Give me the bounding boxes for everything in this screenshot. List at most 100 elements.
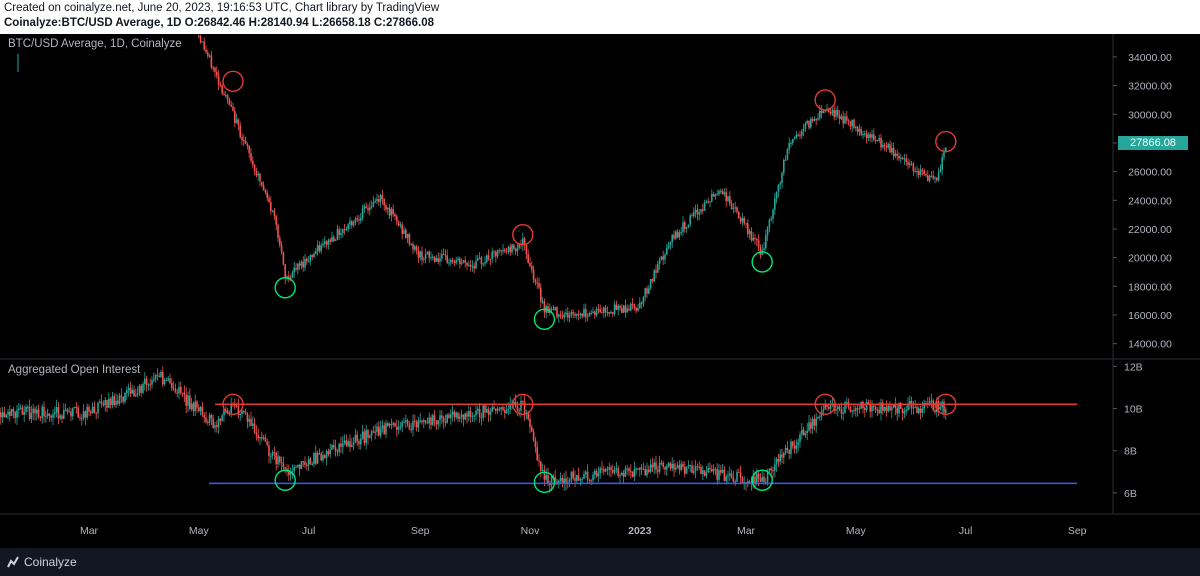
price-candle-body	[460, 262, 463, 265]
price-candle-body	[289, 277, 292, 279]
oi-candle-body	[590, 480, 592, 482]
oi-candle-body	[180, 386, 182, 393]
oi-candle-body	[246, 413, 249, 422]
price-candle-body	[698, 212, 700, 215]
price-candle-body	[489, 258, 492, 260]
price-candle-body	[705, 201, 708, 203]
oi-candle-body	[649, 464, 652, 473]
oi-bottom-marker	[274, 469, 296, 491]
price-candle-body	[639, 302, 641, 309]
price-candle-body	[304, 258, 306, 268]
price-candle-body	[394, 213, 396, 217]
oi-candle-body	[648, 469, 650, 473]
price-candle-body	[846, 116, 848, 121]
price-candle-body	[716, 194, 718, 196]
price-candle-body	[232, 106, 234, 111]
price-top-marker	[814, 89, 836, 111]
oi-candle-body	[817, 417, 819, 419]
price-candle-body	[790, 142, 792, 144]
price-candle-body	[493, 251, 495, 253]
price-candle-body	[882, 144, 884, 148]
price-candle-body	[388, 207, 391, 216]
oi-candle-body	[864, 408, 866, 410]
oi-candle-body	[880, 402, 882, 414]
price-candle-body	[230, 104, 232, 107]
price-tick-label: 24000.00	[1128, 195, 1172, 207]
oi-candle-body	[684, 466, 686, 474]
oi-candle-body	[693, 470, 695, 473]
oi-candle-body	[309, 458, 312, 465]
oi-candle-body	[412, 420, 414, 431]
time-axis-label: Mar	[80, 525, 99, 537]
oi-candle-body	[563, 478, 565, 484]
price-candle-body	[523, 238, 526, 245]
oi-candle-body	[464, 413, 466, 420]
oi-candle-body	[711, 469, 713, 472]
price-candle-body	[806, 121, 808, 124]
oi-candle-body	[626, 468, 628, 470]
price-candle-body	[244, 140, 247, 144]
price-candle-body	[351, 221, 353, 226]
oi-candle-body	[102, 404, 105, 406]
chart-canvas[interactable]: 34000.0032000.0030000.0028000.0026000.00…	[0, 34, 1200, 548]
price-candle-body	[349, 221, 351, 225]
price-candle-body	[433, 256, 436, 262]
price-candle-body	[842, 116, 844, 124]
ohlc-info: Coinalyze:BTC/USD Average, 1D O:26842.46…	[4, 17, 434, 29]
oi-candle-body	[619, 475, 621, 477]
price-candle-body	[914, 171, 916, 173]
oi-candle-body	[550, 476, 553, 486]
oi-candle-body	[714, 468, 717, 470]
price-candle-body	[592, 311, 594, 313]
oi-candle-body	[509, 404, 511, 410]
oi-candle-body	[574, 477, 576, 481]
price-candle-body	[792, 139, 794, 143]
price-candle-body	[835, 109, 837, 117]
oi-candle-body	[658, 462, 661, 472]
price-candle-body	[844, 116, 846, 124]
price-candle-body	[327, 239, 330, 245]
price-candle-body	[856, 126, 859, 132]
price-candle-body	[703, 202, 706, 211]
oi-candle-body	[284, 467, 286, 469]
oi-candle-body	[772, 470, 774, 472]
price-candle-body	[237, 119, 240, 126]
oi-candle-body	[806, 430, 808, 434]
oi-candle-body	[221, 415, 223, 421]
oi-candle-body	[421, 420, 423, 423]
price-candle-body	[819, 110, 821, 119]
oi-candle-body	[275, 452, 277, 465]
oi-candle-body	[882, 402, 884, 411]
oi-candle-body	[811, 418, 814, 429]
oi-candle-body	[257, 435, 259, 439]
oi-candle-body	[248, 419, 250, 422]
oi-candle-body	[410, 429, 412, 431]
price-candle-body	[612, 312, 614, 314]
oi-candle-body	[909, 400, 911, 405]
oi-candle-body	[493, 407, 495, 409]
oi-candle-body	[5, 414, 7, 418]
oi-candle-body	[334, 447, 337, 452]
oi-candle-body	[262, 437, 265, 439]
price-candle-body	[376, 199, 378, 202]
price-candle-body	[453, 261, 456, 264]
price-candle-body	[678, 232, 681, 238]
oi-candle-body	[718, 470, 720, 480]
price-tick-label: 16000.00	[1128, 310, 1172, 322]
price-candle-body	[588, 313, 591, 317]
oi-candle-body	[671, 463, 673, 469]
oi-candle-body	[853, 410, 855, 412]
price-candle-body	[945, 147, 947, 152]
oi-candle-body	[127, 387, 130, 391]
oi-tick-label: 6B	[1124, 488, 1137, 500]
oi-candle-body	[835, 409, 837, 411]
oi-candle-body	[867, 401, 870, 405]
oi-candle-body	[572, 471, 574, 478]
price-candle-body	[282, 252, 285, 265]
oi-candle-body	[840, 409, 843, 414]
oi-candle-body	[27, 406, 29, 408]
price-candle-body	[307, 261, 310, 263]
price-bottom-marker	[274, 277, 296, 299]
oi-candle-body	[442, 417, 445, 423]
oi-candle-body	[723, 469, 726, 482]
